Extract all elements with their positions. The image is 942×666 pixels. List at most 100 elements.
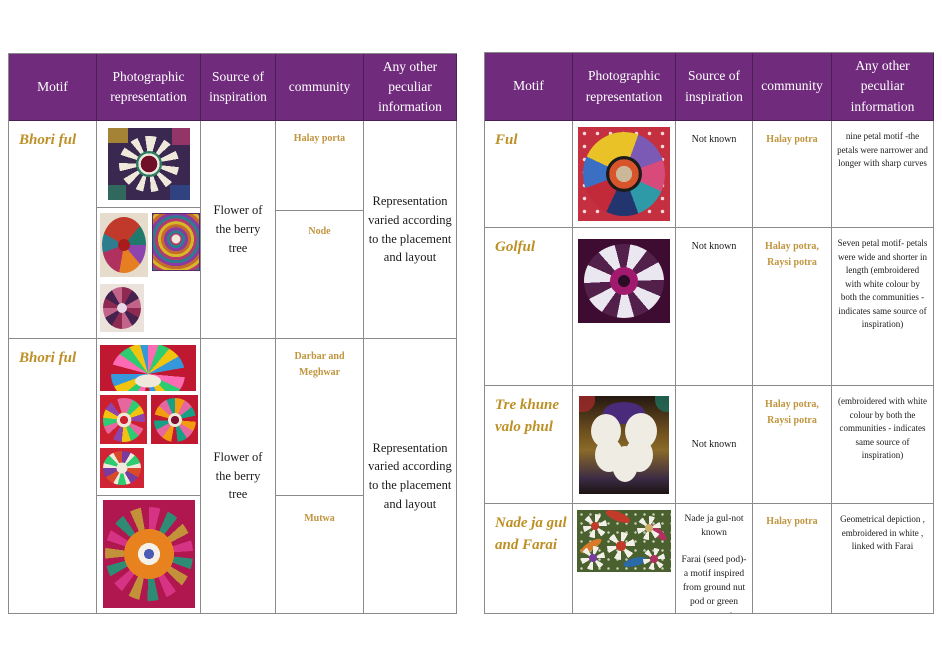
header-label: Any other peculiar information (850, 58, 915, 114)
left-motif-table: Motif Photographic representation Source… (8, 53, 457, 614)
motif-name-cell: Nade ja gul and Farai (485, 504, 573, 614)
flower-center (135, 374, 161, 388)
source-cell: Not known (676, 121, 753, 228)
motif-name: Bhori ful (19, 350, 77, 366)
source-cell: Flower of the berry tree (201, 339, 276, 614)
photo-subcell (97, 208, 200, 332)
fabric-patch (579, 395, 595, 412)
photo-large-radial-sunflower (102, 500, 195, 608)
photo-golful-beaded-flower (578, 239, 670, 323)
motif-name: Bhori ful (19, 132, 77, 148)
motif-name: Tre khune valo phul (495, 397, 560, 435)
photo-star-flower (100, 213, 148, 277)
header-label: Motif (37, 78, 68, 94)
left-header-community: community (276, 54, 364, 121)
community-name: Node (308, 226, 331, 237)
daisy-flower (637, 516, 661, 540)
photo-cell (97, 121, 201, 339)
info-text: Geometrical depiction , embroidered in w… (840, 514, 925, 551)
community-name: Halay porta (293, 133, 346, 144)
photo-small-pink-flower (100, 284, 144, 332)
source-text-line1: Nade ja gul-not known (684, 514, 744, 539)
info-text: Representation varied according to the p… (368, 194, 452, 265)
motif-name-cell: Bhori ful (9, 339, 97, 614)
photo-cell (573, 504, 676, 614)
motif-name: Ful (495, 132, 518, 148)
info-text: (embroidered with white colour by both t… (838, 396, 927, 460)
source-text-line2: Farai (seed pod)- a motif inspired from … (681, 554, 747, 614)
daisy-flower (607, 532, 635, 560)
flower-center (610, 267, 638, 295)
community-subcell: Halay porta (276, 121, 363, 211)
community-subcell: Darbar and Meghwar (276, 339, 363, 496)
photo-cell (573, 121, 676, 228)
info-text: Representation varied according to the p… (368, 440, 452, 511)
source-text: Not known (691, 134, 737, 145)
info-cell: nine petal motif -the petals were narrow… (832, 121, 934, 228)
left-header-info: Any other peculiar information (364, 54, 457, 121)
community-subcell: Mutwa (276, 496, 363, 527)
info-cell: Seven petal motif- petals were wide and … (832, 228, 934, 386)
community-cell: Halay potra, Raysi potra (753, 228, 832, 386)
info-cell: (embroidered with white colour by both t… (832, 386, 934, 504)
photo-cell (573, 228, 676, 386)
photo-nade-ja-gul-farai (577, 510, 671, 572)
source-text: Flower of the berry tree (213, 203, 263, 255)
header-label: community (761, 78, 823, 94)
community-cell: Halay potra, Raysi potra (753, 386, 832, 504)
motif-name-cell: Tre khune valo phul (485, 386, 573, 504)
header-label: Photographic representation (585, 68, 663, 104)
photo-subcell (97, 496, 200, 612)
right-motif-table: Motif Photographic representation Source… (484, 52, 934, 614)
photo-subcell (97, 121, 200, 208)
flower-center (135, 151, 162, 177)
header-label: Photographic representation (110, 68, 187, 104)
right-header-community: community (753, 53, 832, 121)
info-cell: Representation varied according to the p… (364, 339, 457, 614)
photo-arch-motif (100, 345, 196, 391)
community-cell: Darbar and Meghwar Mutwa (276, 339, 364, 614)
community-name: Mutwa (304, 513, 335, 524)
community-name: Halay potra, Raysi potra (765, 241, 819, 268)
info-cell: Representation varied according to the p… (364, 121, 457, 339)
motif-name-cell: Bhori ful (9, 121, 97, 339)
header-label: Any other peculiar information (378, 58, 442, 115)
community-name: Halay potra (766, 516, 818, 527)
right-header-motif: Motif (485, 53, 573, 121)
fabric-patch (655, 395, 669, 412)
photo-orange-flower (151, 395, 198, 444)
community-name: Halay potra, Raysi potra (765, 399, 819, 426)
right-header-source: Source of inspiration (676, 53, 753, 121)
daisy-flower (583, 514, 607, 538)
photo-subcell (97, 339, 200, 496)
photo-kaleidoscope (152, 213, 200, 271)
left-header-source: Source of inspiration (201, 54, 276, 121)
flower-center (167, 412, 182, 427)
daisy-flower (643, 548, 665, 570)
motif-name-cell: Ful (485, 121, 573, 228)
flower-center (117, 303, 127, 313)
fabric-patch (171, 128, 190, 145)
daisy-flower (581, 546, 605, 570)
source-text: Not known (691, 439, 737, 450)
fabric-patch (169, 185, 190, 200)
fabric-patch (107, 185, 126, 200)
left-header-photographic: Photographic representation (97, 54, 201, 121)
info-text: nine petal motif -the petals were narrow… (837, 131, 928, 168)
right-header-photographic: Photographic representation (573, 53, 676, 121)
seed-pod (604, 510, 632, 526)
flower-center (118, 239, 130, 251)
community-cell: Halay potra (753, 504, 832, 614)
community-cell: Halay porta Node (276, 121, 364, 339)
source-cell: Not known (676, 386, 753, 504)
flower-center (606, 156, 642, 192)
photo-red-flower (100, 395, 147, 444)
white-lobe (612, 445, 638, 482)
header-label: Motif (513, 78, 544, 94)
community-name: Darbar and Meghwar (294, 351, 345, 378)
source-cell: Nade ja gul-not known Farai (seed pod)- … (676, 504, 753, 614)
flower-center (116, 412, 131, 427)
photo-cell (573, 386, 676, 504)
right-header-info: Any other peculiar information (832, 53, 934, 121)
